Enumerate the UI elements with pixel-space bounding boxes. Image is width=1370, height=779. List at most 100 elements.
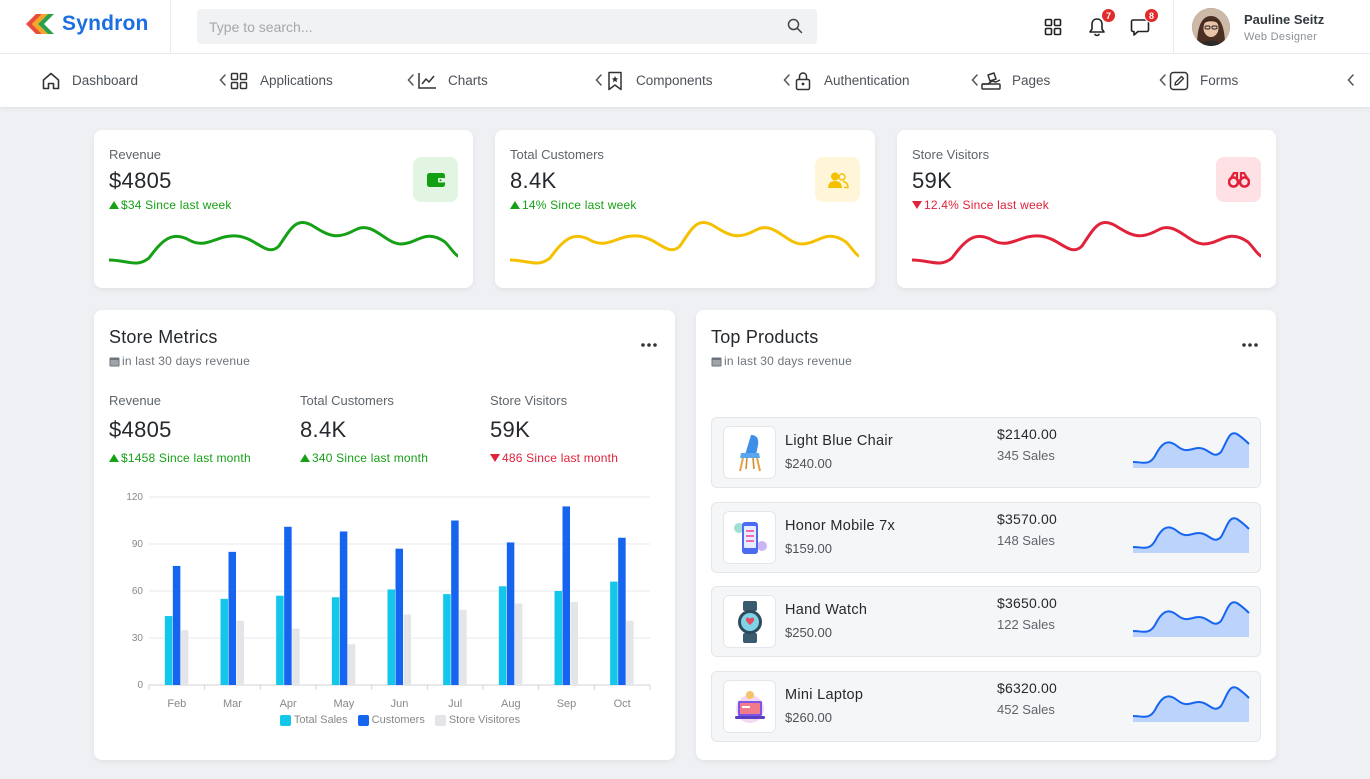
bar-total-sales-may[interactable] [331,597,340,685]
y-tick-label: 120 [126,492,143,503]
line-chart-icon [416,70,438,92]
y-tick-label: 60 [132,586,144,597]
bar-store-visitores-jun[interactable] [403,614,412,686]
product-row[interactable]: Honor Mobile 7x $159.00 $3570.00 148 Sal… [711,502,1261,573]
nav-item-dashboard[interactable]: Dashboard [40,54,228,107]
x-tick-label: Jul [448,698,462,710]
bar-customers-feb[interactable] [172,565,181,685]
bar-customers-aug[interactable] [506,542,515,685]
home-icon [40,70,62,92]
sparkline-customers [510,220,859,265]
panel-subtitle: in last 30 days revenue [109,354,250,368]
bar-store-visitores-feb[interactable] [180,630,189,685]
bar-total-sales-jun[interactable] [387,589,396,685]
nav-item-applications[interactable]: Applications [228,54,416,107]
app-name: Syndron [62,12,149,35]
bar-store-visitores-oct[interactable] [626,620,634,685]
logo[interactable]: Syndron [26,12,149,36]
legend-item-store-visitors[interactable]: Store Visitores [434,714,521,726]
chevron-left-icon [971,74,978,86]
messages-badge: 8 [1144,8,1159,23]
bar-customers-jul[interactable] [451,520,459,686]
bar-store-visitores-sep[interactable] [570,601,579,685]
nav-item-components[interactable]: Components [604,54,792,107]
metric-change: 486 Since last month [490,451,618,465]
bar-total-sales-oct[interactable] [610,581,618,685]
legend-label: Total Sales [293,714,348,726]
product-row[interactable]: Mini Laptop $260.00 $6320.00 452 Sales [711,671,1261,742]
product-name: Hand Watch [785,602,868,618]
store-metrics-card: Store Metrics in last 30 days revenue Re… [94,310,675,760]
stat-value: 8.4K [510,168,557,193]
product-row[interactable]: Hand Watch $250.00 $3650.00 122 Sales [711,586,1261,657]
x-tick-label: Sep [557,698,577,710]
metric-revenue: Revenue $4805 $1458 Since last month [109,393,251,465]
pages-icon [980,70,1002,92]
more-options-button[interactable] [639,338,659,352]
product-sparkline [1133,517,1250,553]
legend-item-total-sales[interactable]: Total Sales [279,714,348,726]
bar-total-sales-jul[interactable] [443,594,451,685]
nav-item-authentication[interactable]: Authentication [792,54,980,107]
bar-customers-jun[interactable] [395,548,404,685]
sparkline-revenue [109,220,458,265]
product-row[interactable]: Light Blue Chair $240.00 $2140.00 345 Sa… [711,417,1261,488]
stat-icon-box [815,157,860,202]
bar-store-visitores-may[interactable] [347,644,356,685]
user-menu[interactable]: Pauline Seitz Web Designer [1192,8,1324,46]
product-sparkline [1133,601,1250,637]
stat-card-customers: Total Customers 8.4K 14% Since last week [495,130,875,288]
bar-store-visitores-apr[interactable] [292,628,300,685]
product-thumbnail [723,426,776,479]
nav-label: Pages [1012,73,1051,88]
nav-item-pages[interactable]: Pages [980,54,1168,107]
search-input[interactable] [197,9,757,44]
legend-label: Customers [371,714,425,726]
stat-change: 12.4% Since last week [912,198,1049,212]
legend-item-customers[interactable]: Customers [357,714,425,726]
product-sales: 452 Sales [997,702,1055,717]
messages-button[interactable]: 8 [1127,8,1159,40]
x-tick-label: Aug [501,698,521,710]
bar-total-sales-mar[interactable] [220,598,229,685]
notifications-button[interactable]: 7 [1084,8,1116,40]
apps-button[interactable] [1040,14,1066,40]
metric-change: $1458 Since last month [109,451,251,465]
nav-label: Applications [260,73,333,88]
bar-total-sales-sep[interactable] [554,591,563,685]
bar-total-sales-apr[interactable] [276,595,284,685]
nav-item-forms[interactable]: Forms [1168,54,1356,107]
arrow-down-icon [912,201,922,209]
x-tick-label: Oct [614,698,631,710]
bar-store-visitores-mar[interactable] [236,620,245,685]
arrow-up-icon [510,201,520,209]
bar-store-visitores-jul[interactable] [459,609,467,685]
bar-customers-mar[interactable] [228,551,237,685]
nav-item-charts[interactable]: Charts [416,54,604,107]
user-name: Pauline Seitz [1244,11,1325,27]
metric-change: 340 Since last month [300,451,428,465]
more-options-button[interactable] [1240,338,1260,352]
metric-title: Revenue [109,393,162,408]
bar-customers-may[interactable] [339,531,348,685]
mobile-icon [733,521,767,554]
bar-total-sales-aug[interactable] [498,586,507,685]
bar-customers-sep[interactable] [562,506,571,685]
chevron-left-icon [595,74,602,86]
search-icon[interactable] [787,18,803,34]
legend-label: Store Visitores [448,714,521,726]
nav-label: Dashboard [72,73,139,88]
bell-icon [1089,18,1105,37]
edit-icon [1168,70,1190,92]
bar-customers-apr[interactable] [284,526,292,685]
top-products-card: Top Products in last 30 days revenue Lig… [696,310,1276,760]
bar-total-sales-feb[interactable] [164,616,173,685]
y-tick-label: 30 [132,633,144,644]
x-tick-label: Mar [223,698,242,710]
bar-store-visitores-aug[interactable] [514,603,523,685]
stat-icon-box [1216,157,1261,202]
panel-title: Top Products [711,327,819,347]
bar-customers-oct[interactable] [618,537,626,685]
apps-icon [1044,18,1062,36]
avatar [1192,8,1230,46]
